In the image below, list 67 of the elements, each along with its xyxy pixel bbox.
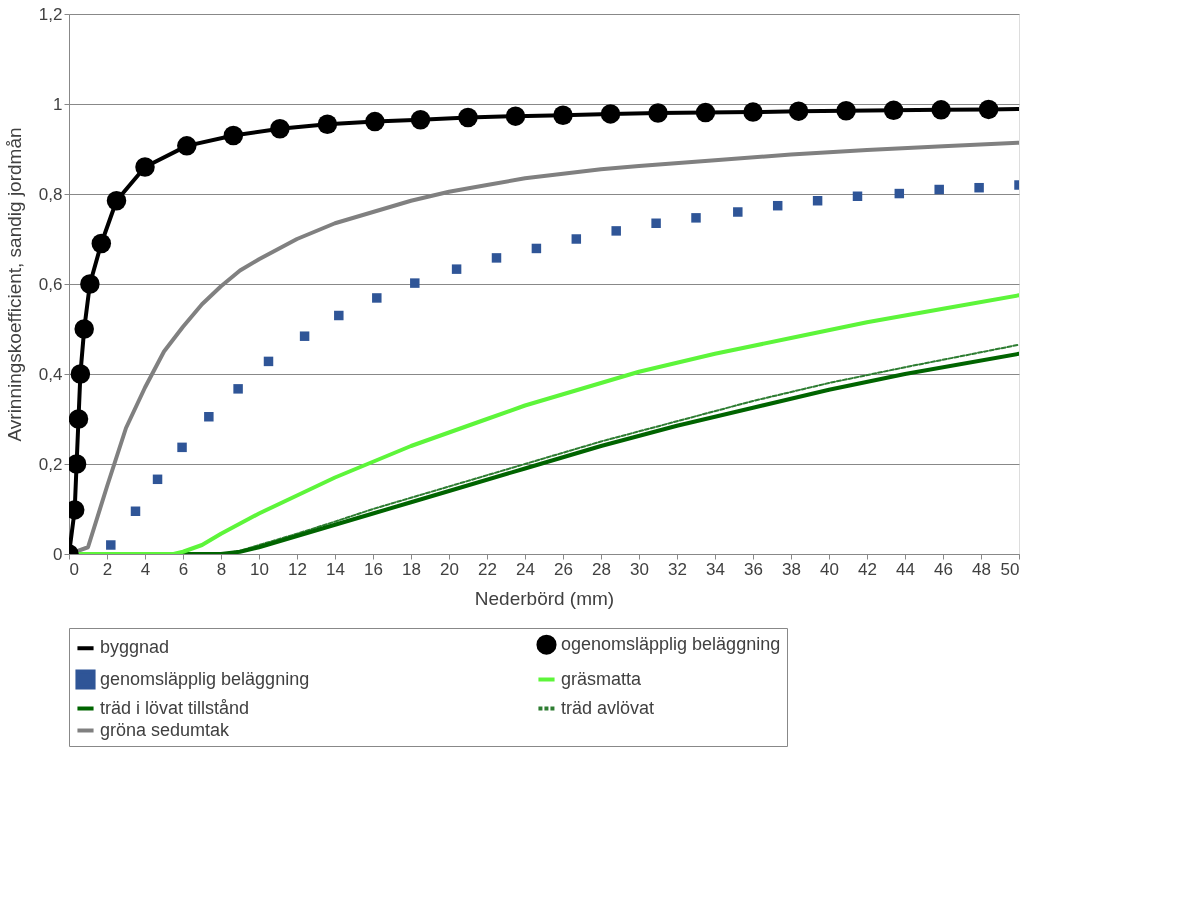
x-axis-title: Nederbörd (mm) (474, 587, 615, 609)
x-tick-label: 16 (364, 559, 383, 579)
point (934, 184, 944, 195)
y-tick-label: 1 (53, 94, 63, 114)
x-tick-label: 22 (478, 559, 497, 579)
y-tick-label: 0,8 (38, 184, 63, 204)
x-tick-label: 8 (216, 559, 227, 579)
x-tick-label: 50 (1000, 559, 1020, 579)
point (263, 356, 274, 367)
x-tick-label: 4 (140, 559, 151, 579)
point (152, 474, 163, 485)
point (812, 196, 823, 206)
legend-label: träd avlövat (561, 697, 655, 718)
x-tick-label: 2 (102, 559, 113, 579)
x-tick-label: 42 (858, 559, 877, 579)
point (852, 191, 863, 201)
y-tick-label: 0,2 (38, 454, 63, 474)
y-tick-label: 0,4 (38, 364, 63, 384)
x-tick-label: 44 (896, 559, 915, 579)
point (491, 253, 502, 263)
point (611, 226, 621, 236)
legend-label: gröna sedumtak (100, 719, 231, 740)
x-tick-label: 26 (554, 559, 573, 579)
point (299, 331, 310, 341)
point (772, 200, 783, 211)
point (106, 540, 116, 550)
point (531, 243, 542, 254)
x-tick-label: 24 (516, 559, 535, 579)
point (894, 188, 905, 199)
legend-label: genomsläpplig beläggning (100, 668, 310, 689)
y-tick-label: 0,6 (38, 274, 63, 294)
x-tick-label: 34 (706, 559, 725, 579)
point (733, 207, 743, 217)
legend-label: träd i lövat tillstånd (100, 697, 250, 718)
x-tick-label: 10 (250, 559, 269, 579)
point (204, 412, 214, 422)
x-tick-label: 40 (820, 559, 839, 579)
point (571, 234, 582, 244)
point (372, 293, 382, 303)
y-tick-label: 1,2 (38, 4, 63, 24)
point (130, 506, 141, 516)
x-tick-label: 28 (592, 559, 611, 579)
x-tick-label: 20 (440, 559, 459, 579)
x-tick-label: 14 (326, 559, 345, 579)
point (334, 310, 344, 321)
legend-label: byggnad (100, 637, 170, 658)
legend-label: gräsmatta (561, 668, 643, 689)
point (177, 442, 187, 453)
x-tick-label: 30 (630, 559, 649, 579)
point (451, 264, 462, 274)
legend-label: ogenomsläpplig beläggning (561, 633, 781, 654)
point (651, 218, 661, 228)
x-tick-label: 36 (744, 559, 763, 579)
point (233, 384, 243, 394)
x-tick-label: 6 (178, 559, 189, 579)
x-tick-label: 12 (288, 559, 307, 579)
point (974, 182, 984, 193)
x-tick-label: 32 (668, 559, 687, 579)
x-tick-label: 38 (782, 559, 801, 579)
x-tick-label: 18 (402, 559, 421, 579)
point (410, 278, 420, 288)
x-tick-label: 0 (69, 559, 79, 579)
point (691, 213, 701, 223)
x-tick-label: 46 (934, 559, 953, 579)
y-tick-label: 0 (53, 544, 63, 564)
x-tick-label: 48 (972, 559, 991, 579)
y-axis-title: Avrinningskoefficient, sandig jordmån (3, 127, 25, 442)
